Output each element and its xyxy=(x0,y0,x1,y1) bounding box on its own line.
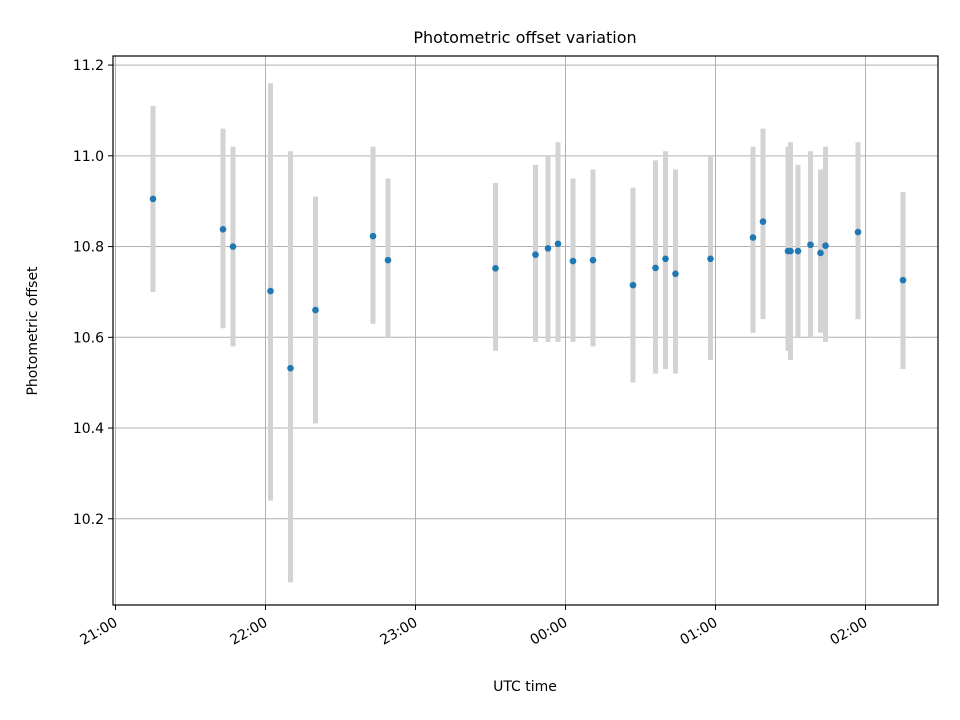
data-point xyxy=(662,255,669,263)
data-point xyxy=(652,264,659,272)
data-point xyxy=(807,241,814,249)
data-point xyxy=(369,232,377,240)
y-tick-label: 10.2 xyxy=(73,512,104,528)
y-tick-label: 10.4 xyxy=(73,421,104,437)
data-point xyxy=(749,234,757,241)
data-point xyxy=(384,256,392,264)
data-point xyxy=(267,287,274,295)
data-point xyxy=(544,245,552,252)
data-point xyxy=(817,249,824,257)
plot-frame xyxy=(112,55,939,606)
y-tick-label: 11.0 xyxy=(73,149,104,165)
data-point xyxy=(629,281,637,289)
y-axis-label: Photometric offset xyxy=(25,266,41,396)
y-axis-ticks: 10.2 10.4 10.6 10.8 11.0 11.2 xyxy=(73,58,113,528)
data-points xyxy=(149,195,907,372)
y-tick-label: 10.6 xyxy=(73,330,104,346)
data-point xyxy=(854,228,862,236)
data-point xyxy=(312,306,319,314)
data-point xyxy=(492,265,499,272)
data-point xyxy=(899,276,907,284)
data-point xyxy=(287,364,294,372)
data-point xyxy=(554,240,562,248)
data-point xyxy=(229,243,237,250)
data-point xyxy=(707,255,714,263)
data-point xyxy=(219,226,227,233)
data-point xyxy=(787,247,794,255)
data-point xyxy=(822,242,829,249)
chart-title: Photometric offset variation xyxy=(413,28,636,47)
x-axis-label: UTC time xyxy=(493,679,557,695)
data-point xyxy=(569,257,577,265)
y-tick-label: 10.8 xyxy=(73,240,104,256)
data-point xyxy=(589,256,597,264)
data-point xyxy=(149,195,157,203)
data-point xyxy=(532,251,539,259)
data-point xyxy=(759,218,767,225)
y-tick-label: 11.2 xyxy=(73,58,104,74)
data-point xyxy=(794,247,802,255)
data-point xyxy=(672,270,679,278)
